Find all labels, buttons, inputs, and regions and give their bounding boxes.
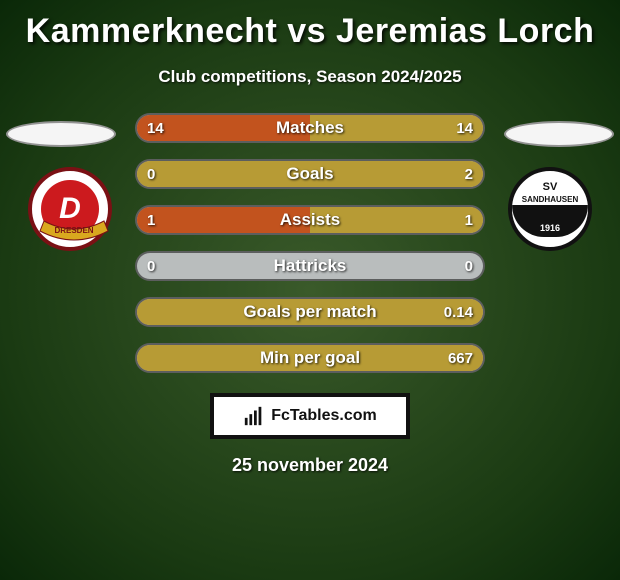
content-area: D DRESDEN SV SANDHAUSEN 1916 Matches1414…	[0, 113, 620, 373]
stats-bars: Matches1414 Goals02 Assists11 Hattricks0 0 Go…	[135, 113, 485, 373]
team2-logo: SV SANDHAUSEN 1916	[500, 167, 600, 251]
team2-line1: SV	[543, 181, 558, 193]
stat-fill-right	[137, 345, 483, 371]
team2-line2: SANDHAUSEN	[522, 195, 578, 204]
stat-row: Matches1414	[135, 113, 485, 143]
stat-row: Hattricks0 0	[135, 251, 485, 281]
stat-fill-right	[137, 299, 483, 325]
page-title: Kammerknecht vs Jeremias Lorch	[26, 12, 595, 51]
team2-year: 1916	[540, 223, 560, 233]
stat-fill-right	[310, 207, 483, 233]
stat-fill-left	[137, 207, 310, 233]
team1-banner-icon: DRESDEN	[32, 171, 116, 255]
source-label: FcTables.com	[271, 407, 377, 425]
stat-fill-right	[310, 115, 483, 141]
stat-value-right: 0	[465, 253, 473, 279]
team1-badge: D DRESDEN	[28, 167, 112, 251]
stat-fill-left	[137, 115, 310, 141]
flag-left	[6, 121, 116, 147]
stat-row: Min per goal667	[135, 343, 485, 373]
team1-banner-text: DRESDEN	[54, 226, 93, 235]
comparison-infographic: Kammerknecht vs Jeremias Lorch Club comp…	[0, 0, 620, 580]
stat-row: Goals02	[135, 159, 485, 189]
subtitle: Club competitions, Season 2024/2025	[158, 67, 461, 87]
flag-right	[504, 121, 614, 147]
date-label: 25 november 2024	[232, 455, 388, 476]
team2-badge: SV SANDHAUSEN 1916	[508, 167, 592, 251]
stat-row: Assists11	[135, 205, 485, 235]
source-box: FcTables.com	[210, 393, 410, 439]
stat-row: Goals per match0.14	[135, 297, 485, 327]
team1-logo: D DRESDEN	[20, 167, 120, 251]
stat-label: Hattricks	[137, 253, 483, 279]
stat-fill-right	[137, 161, 483, 187]
stat-value-left: 0	[147, 253, 155, 279]
chart-icon	[243, 405, 265, 427]
